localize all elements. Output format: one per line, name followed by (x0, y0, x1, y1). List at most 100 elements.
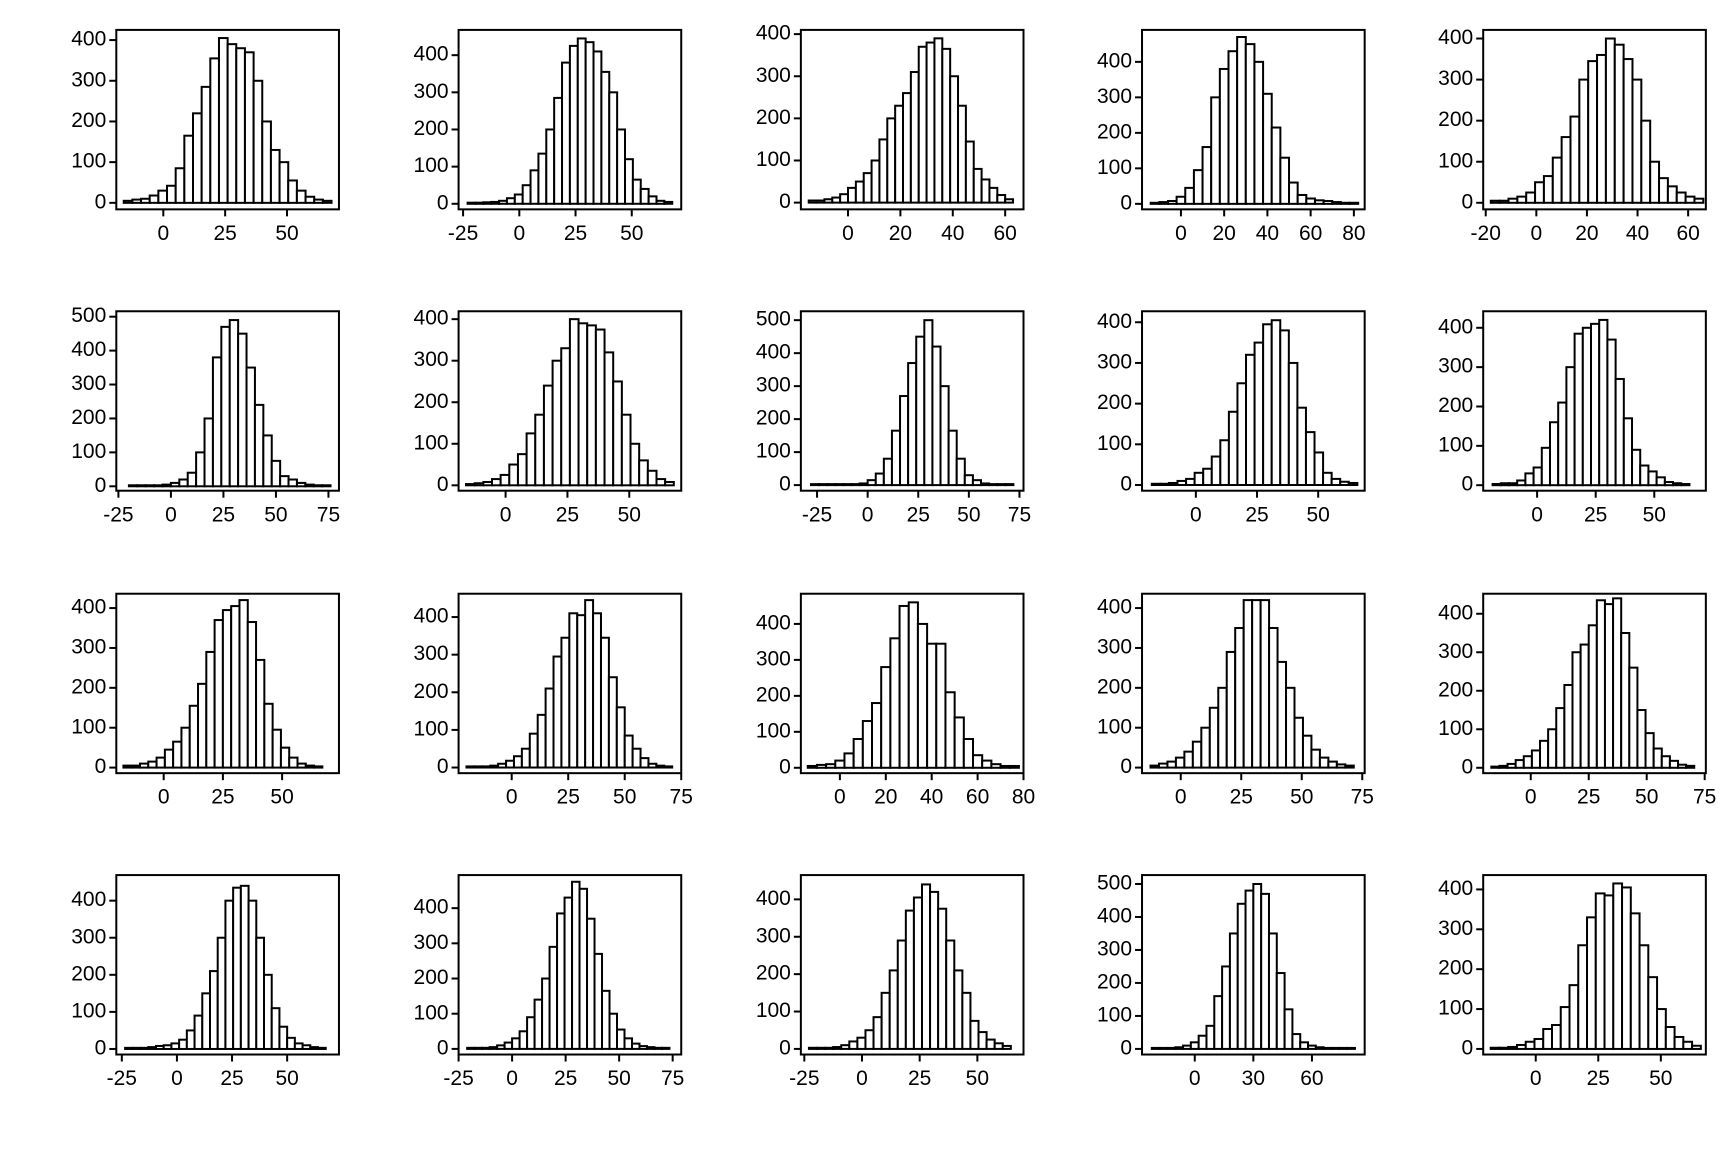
bar (816, 1046, 827, 1050)
bar (1330, 477, 1342, 487)
y-tick-label: 100 (71, 999, 106, 1022)
x-tick-label: 0 (158, 786, 170, 809)
x-tick-label: 50 (620, 222, 643, 245)
bar (1166, 1046, 1177, 1050)
bar (1685, 764, 1696, 769)
bar (1213, 995, 1224, 1050)
bar (576, 37, 587, 205)
bar (147, 1046, 157, 1050)
bar (1547, 728, 1558, 769)
y-tick-label: 0 (1120, 1036, 1132, 1059)
bar (1573, 332, 1584, 487)
y-tick-label: 200 (1097, 120, 1132, 143)
bar (647, 762, 658, 769)
bar (1569, 115, 1581, 204)
bar (864, 1029, 875, 1050)
bar (556, 912, 566, 1050)
y-tick-label: 100 (1438, 433, 1473, 456)
plot-frame (1482, 310, 1707, 492)
bar (148, 194, 160, 204)
y-tick-label: 300 (414, 931, 449, 954)
y-tick-label: 200 (756, 407, 791, 430)
bar (1182, 1044, 1192, 1050)
bar (1244, 43, 1256, 205)
bar (172, 740, 183, 769)
bar (1192, 169, 1204, 205)
bar (600, 70, 611, 205)
bar (131, 1046, 142, 1050)
bar (503, 1041, 514, 1050)
bar (1548, 421, 1560, 487)
bar (815, 199, 826, 204)
plot-frame (115, 28, 340, 211)
x-tick-label: 0 (1190, 503, 1202, 526)
bar (1310, 748, 1321, 769)
bar (1228, 932, 1239, 1050)
bar (1159, 482, 1170, 487)
bar (592, 612, 602, 769)
bar (1346, 1046, 1356, 1050)
bar (638, 459, 649, 487)
x-tick-label: -20 (1471, 222, 1501, 245)
bar (232, 886, 242, 1050)
bar (834, 759, 846, 769)
bar (548, 945, 559, 1050)
bar (939, 385, 950, 487)
bar (1533, 1037, 1545, 1050)
x-tick-label: 60 (993, 222, 1016, 245)
y-tick-label: 0 (1462, 190, 1474, 213)
bar (945, 939, 956, 1050)
x-tick-label: 0 (506, 786, 518, 809)
bar (295, 189, 307, 204)
bar (607, 676, 618, 769)
histogram-panel: 0 100 200 300 400 -25 0 25 50 (756, 874, 1025, 1090)
bar (1498, 764, 1509, 769)
bar (949, 75, 960, 204)
bar (631, 178, 642, 205)
bar (1270, 319, 1282, 487)
y-tick-label: 400 (71, 596, 106, 619)
y-tick-label: 400 (414, 307, 449, 330)
bar (1184, 186, 1195, 205)
bar (929, 890, 940, 1050)
bar (195, 451, 206, 488)
bar (980, 178, 991, 204)
bar (842, 483, 853, 487)
bar (655, 478, 667, 487)
bar (972, 167, 983, 204)
bar (138, 762, 150, 769)
bar (1008, 764, 1020, 769)
x-tick-label: 50 (1635, 786, 1658, 809)
x-tick-label: 0 (842, 222, 854, 245)
bar (990, 763, 1002, 769)
x-tick-label: 0 (513, 222, 525, 245)
bar (941, 47, 952, 204)
bar (252, 79, 264, 204)
bar (1327, 760, 1338, 769)
bar (886, 117, 897, 204)
y-tick-label: 300 (1097, 938, 1132, 961)
bar (1279, 329, 1290, 487)
bar (584, 41, 595, 205)
bar (561, 61, 571, 205)
bar (815, 763, 828, 769)
bar (490, 200, 501, 205)
bar (512, 755, 523, 769)
bar (1314, 1046, 1325, 1050)
bar (488, 1046, 499, 1050)
bar (301, 1044, 312, 1050)
bar (592, 50, 603, 205)
x-tick-label: 80 (1342, 222, 1365, 245)
y-tick-label: 400 (1097, 49, 1132, 72)
bar (850, 483, 861, 487)
x-tick-label: 80 (1012, 786, 1035, 809)
bar (1313, 451, 1325, 487)
bar (255, 936, 266, 1050)
bar (882, 457, 893, 487)
bar (809, 483, 821, 487)
bar (861, 720, 874, 769)
bar (1516, 195, 1528, 204)
plot-frame (1141, 310, 1366, 492)
bar (139, 1046, 150, 1050)
bar (961, 991, 972, 1050)
